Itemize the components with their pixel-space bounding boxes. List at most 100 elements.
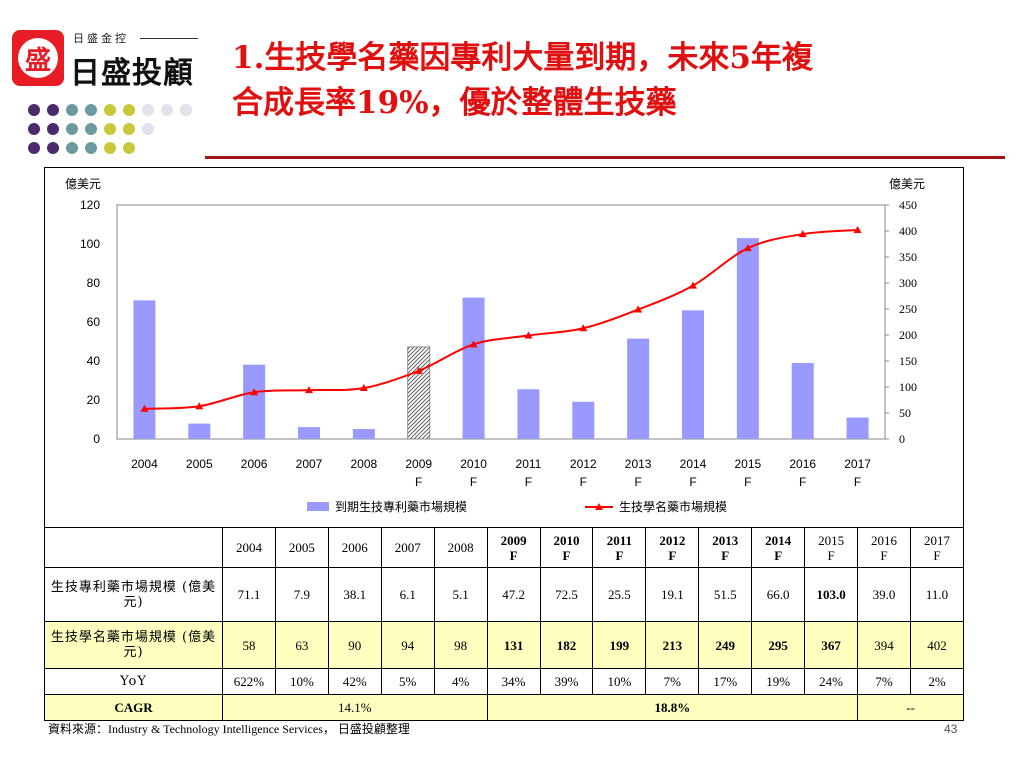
bar-patent-2016F — [791, 362, 814, 439]
table-header-cell: 2017 F — [909, 527, 965, 568]
x-tick-label-year: 2007 — [296, 457, 323, 471]
point-generic-2013F — [634, 305, 643, 313]
brand-name: 日盛投顧 — [70, 56, 194, 91]
table-cell: 47.2 — [486, 567, 541, 622]
left-axis-title: 億美元 — [65, 177, 101, 191]
table-cell: 25.5 — [592, 567, 647, 622]
cagr-cell-historical: 14.1% — [222, 694, 488, 721]
bar-patent-2004 — [133, 300, 156, 439]
x-tick-label-suffix: F — [854, 475, 861, 489]
table-cell: 367 — [804, 621, 859, 669]
brand-small-text: 日盛金控 — [73, 32, 129, 45]
right-tick-label: 400 — [899, 224, 917, 238]
table-cell: 295 — [751, 621, 806, 669]
point-generic-2011F — [524, 331, 533, 339]
right-tick-label: 450 — [899, 198, 917, 212]
point-generic-2014F — [689, 281, 697, 289]
right-tick-label: 200 — [899, 328, 917, 342]
row-label-generic: 生技學名藥市場規模 (億美元) — [44, 621, 223, 669]
table-cell: 249 — [698, 621, 753, 669]
table-cell: 213 — [645, 621, 700, 669]
left-tick-label: 80 — [87, 276, 101, 290]
table-cell: 5% — [380, 668, 435, 695]
source-note: 資料來源：Industry & Technology Intelligence … — [48, 722, 410, 736]
combo-chart: 億美元 億美元 0 20 40 60 80 100 120 0 50 100 150 200 250 300 3… — [65, 177, 925, 514]
table-header-cell: 2010 F — [539, 527, 594, 568]
table-header-cell — [44, 527, 223, 568]
x-tick-label-year: 2005 — [186, 457, 213, 471]
row-label-cagr: CAGR — [44, 694, 223, 721]
company-logo: 盛 — [12, 30, 64, 86]
table-cell: 66.0 — [751, 567, 806, 622]
x-tick-label-suffix: F — [415, 475, 422, 489]
left-tick-label: 60 — [87, 315, 101, 329]
legend-swatch-patent — [307, 502, 329, 511]
right-tick-label: 0 — [899, 432, 905, 446]
decorative-dot — [142, 123, 154, 135]
decorative-dot — [161, 104, 173, 116]
left-tick-label: 20 — [87, 393, 101, 407]
table-cell: 622% — [222, 668, 276, 695]
table-cell: 19.1 — [645, 567, 700, 622]
decorative-dot — [28, 123, 40, 135]
table-cell: 39% — [539, 668, 594, 695]
table-cell: 98 — [433, 621, 488, 669]
chart-frame: 億美元 億美元 0 20 40 60 80 100 120 0 50 100 150 200 250 300 3… — [44, 167, 964, 528]
right-tick-label: 350 — [899, 250, 917, 264]
bar-patent-2011F — [517, 389, 540, 439]
plot-area — [116, 204, 886, 440]
x-tick-label-suffix: F — [799, 475, 806, 489]
table-cell: 7.9 — [274, 567, 329, 622]
right-tick-label: 100 — [899, 380, 917, 394]
table-header-cell: 2015 F — [804, 527, 859, 568]
x-tick-label-year: 2017 — [844, 457, 871, 471]
bar-patent-2013F — [627, 338, 650, 439]
point-generic-2006 — [250, 388, 259, 396]
decorative-dot — [123, 123, 135, 135]
table-cell: 2% — [909, 668, 965, 695]
table-cell: 5.1 — [433, 567, 488, 622]
point-generic-2016F — [798, 230, 807, 238]
decorative-dot — [66, 104, 78, 116]
x-tick-label-suffix: F — [580, 475, 587, 489]
table-cell: 7% — [857, 668, 911, 695]
decorative-dot — [66, 142, 78, 154]
table-cell: 71.1 — [222, 567, 276, 622]
page-number: 43 — [944, 722, 958, 736]
left-tick-label: 0 — [93, 432, 100, 446]
table-header-cell: 2009 F — [486, 527, 541, 568]
bar-patent-2015F — [736, 238, 759, 439]
table-header-cell: 2013 F — [698, 527, 753, 568]
slide-title-line2: 合成長率19%，優於整體生技藥 — [232, 85, 677, 121]
legend-marker-generic — [595, 503, 603, 510]
point-generic-2007 — [305, 386, 313, 394]
decorative-dot — [104, 123, 116, 135]
decorative-dot — [28, 104, 40, 116]
decorative-dot — [123, 104, 135, 116]
point-generic-2004 — [140, 404, 149, 412]
x-tick-label-year: 2016 — [789, 457, 816, 471]
bar-patent-2007 — [298, 427, 320, 439]
table-cell: 34% — [486, 668, 541, 695]
table-cell: 17% — [698, 668, 753, 695]
right-tick-label: 300 — [899, 276, 917, 290]
decorative-dot — [47, 123, 59, 135]
decorative-dot — [85, 123, 97, 135]
legend-label-generic: 生技學名藥市場規模 — [619, 499, 727, 514]
decorative-dot — [28, 142, 40, 154]
x-tick-label-year: 2012 — [570, 457, 597, 471]
x-tick-label-year: 2009 — [405, 457, 432, 471]
bar-patent-2014F — [682, 310, 704, 439]
point-generic-2017F — [853, 225, 862, 233]
point-generic-2015F — [743, 244, 752, 252]
right-tick-label: 150 — [899, 354, 917, 368]
right-tick-label: 50 — [899, 406, 911, 420]
bar-patent-2006 — [243, 364, 266, 439]
table-row-patent: 生技專利藥市場規模 (億美元) 71.1 7.9 38.1 6.1 5.1 47.2 72.5… — [44, 567, 965, 622]
left-tick-label: 120 — [80, 198, 100, 212]
decorative-dot — [47, 142, 59, 154]
slide-title-line1: 1.生技學名藥因專利大量到期，未來5年複 — [232, 40, 813, 76]
x-tick-label-suffix: F — [470, 475, 477, 489]
table-header-row: 2004 2005 2006 2007 2008 2009 F 2010 F 2011 F 2012 F… — [44, 527, 965, 568]
table-cell: 103.0 — [804, 567, 859, 622]
